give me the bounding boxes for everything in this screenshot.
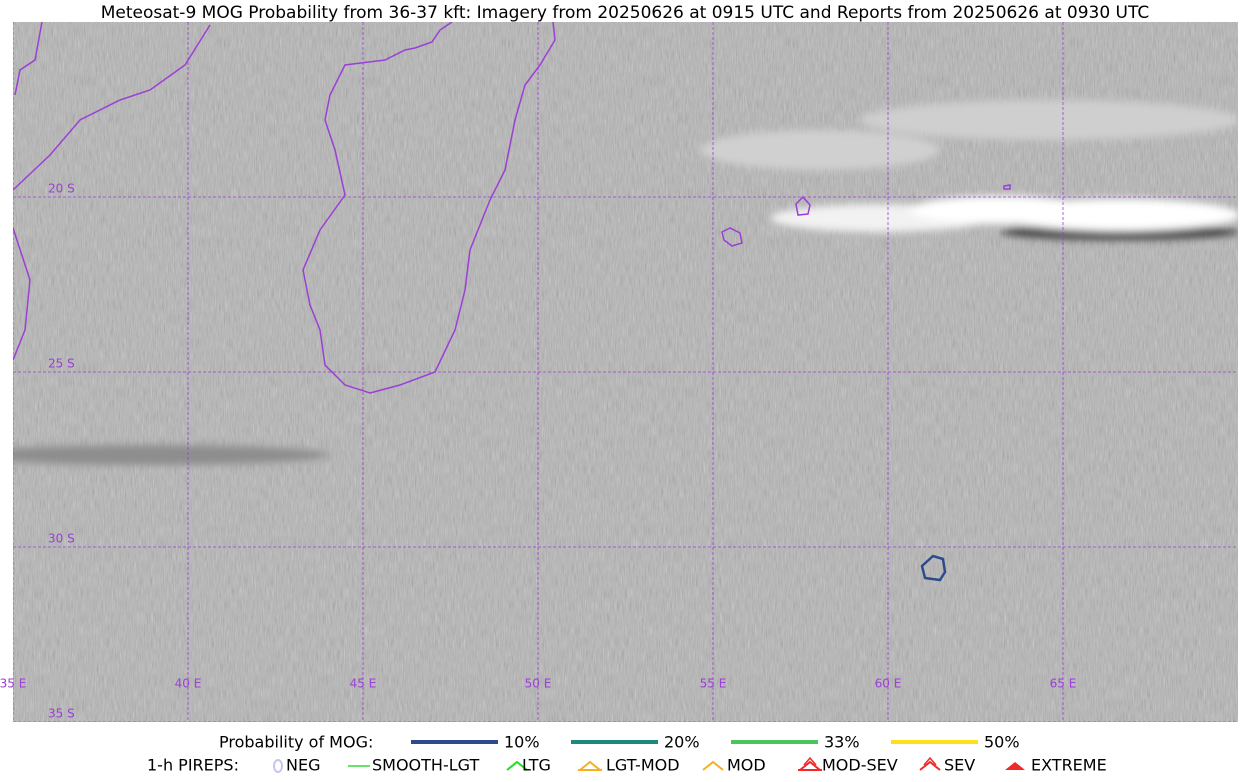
legend-label: EXTREME bbox=[1031, 756, 1107, 775]
coastlines bbox=[13, 22, 1011, 394]
pirep-symbol bbox=[579, 760, 601, 771]
pirep-symbol bbox=[1005, 762, 1025, 770]
legend-label: SEV bbox=[944, 756, 975, 775]
legend-label: 50% bbox=[984, 733, 1020, 752]
lon-label: 45 E bbox=[350, 677, 377, 691]
island bbox=[795, 195, 811, 216]
legend-label: SMOOTH-LGT bbox=[372, 756, 479, 775]
legend-label: LGT-MOD bbox=[606, 756, 680, 775]
africa-coast bbox=[14, 22, 43, 96]
lat-label: 35 S bbox=[48, 707, 75, 721]
lat-label: 25 S bbox=[48, 357, 75, 371]
madagascar-coast bbox=[302, 22, 556, 394]
island bbox=[721, 227, 743, 247]
lat-label: 20 S bbox=[48, 182, 75, 196]
lon-label: 65 E bbox=[1050, 677, 1077, 691]
legend-title: Probability of MOG: bbox=[219, 733, 373, 752]
pirep-symbol bbox=[273, 759, 283, 773]
graticule bbox=[13, 22, 1238, 722]
legend-label: 10% bbox=[504, 733, 540, 752]
pirep-symbol bbox=[506, 760, 528, 771]
legend-label: LTG bbox=[522, 756, 551, 775]
africa-coast bbox=[13, 24, 211, 191]
island bbox=[1003, 184, 1011, 190]
pirep-symbol bbox=[923, 756, 937, 766]
legend-label: 20% bbox=[664, 733, 700, 752]
legend-label: 33% bbox=[824, 733, 860, 752]
mozambique-coast bbox=[13, 227, 31, 361]
legend: Probability of MOG: 10% 20% 33% 50% 1-h PIREP… bbox=[147, 733, 1107, 775]
legend-label: MOD bbox=[727, 756, 766, 775]
lat-label: 30 S bbox=[48, 532, 75, 546]
pirep-symbol bbox=[803, 756, 817, 766]
legend-label: MOD-SEV bbox=[822, 756, 898, 775]
lon-label: 40 E bbox=[175, 677, 202, 691]
cloud-band bbox=[13, 100, 1238, 465]
map bbox=[13, 22, 1238, 722]
pirep-symbol bbox=[919, 760, 941, 771]
legend-label: NEG bbox=[286, 756, 320, 775]
lon-label: 50 E bbox=[525, 677, 552, 691]
pirep-symbol bbox=[702, 760, 724, 771]
mog-contour bbox=[920, 554, 947, 582]
title: Meteosat-9 MOG Probability from 36-37 kf… bbox=[101, 3, 1150, 23]
lon-label: 60 E bbox=[875, 677, 902, 691]
legend-title: 1-h PIREPS: bbox=[147, 756, 239, 775]
pirep-symbol bbox=[799, 760, 821, 771]
lon-label: 35 E bbox=[0, 677, 26, 691]
lon-label: 55 E bbox=[700, 677, 727, 691]
